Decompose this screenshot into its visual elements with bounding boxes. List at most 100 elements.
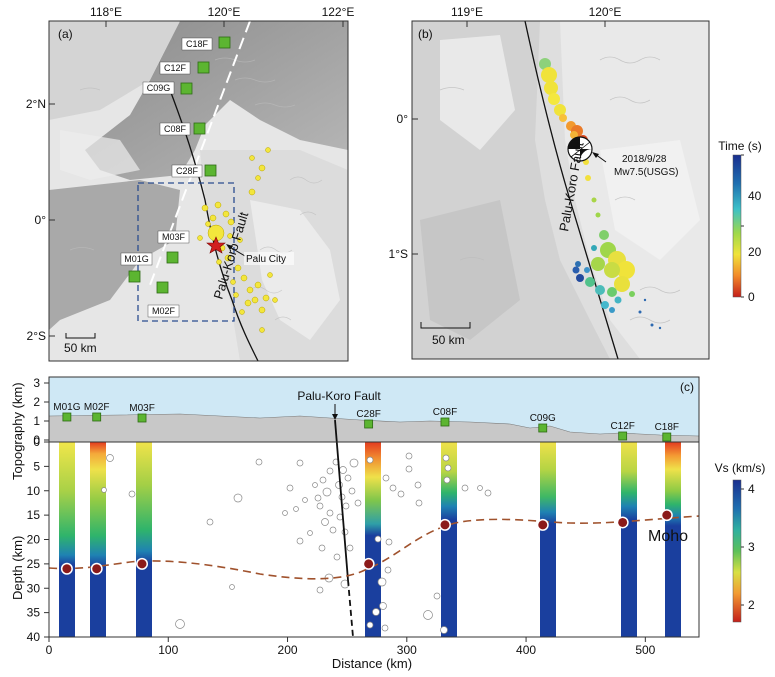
- station-marker-c09g: [180, 82, 193, 95]
- vs-colorbar-title: Vs (km/s): [715, 461, 766, 475]
- vs-column-m01g: [59, 442, 75, 637]
- profile-station-label-m03f: M03F: [129, 403, 155, 414]
- profile-station-label-m01g: M01G: [53, 402, 80, 413]
- distance-tick-500: 500: [635, 643, 655, 657]
- panel-c-tag: (c): [680, 380, 694, 394]
- time-tick-40: 40: [748, 189, 762, 203]
- depth-axis-label: Depth (km): [10, 536, 25, 600]
- vs-column-c18f: [665, 442, 681, 637]
- station-marker-m02f: [156, 281, 169, 294]
- panel-c-stations: M01G M02F M03F C28F C08F C09G C12F C18F: [53, 402, 679, 442]
- depth-tick-20: 20: [27, 533, 41, 547]
- panel-b-tag: (b): [418, 27, 433, 41]
- depth-tick-30: 30: [27, 581, 41, 595]
- distance-tick-300: 300: [397, 643, 417, 657]
- distance-tick-200: 200: [278, 643, 298, 657]
- station-label-c18f: C18F: [186, 39, 209, 49]
- panel-a-lat-0: 0°: [35, 213, 47, 227]
- panel-c-topography: [48, 376, 700, 443]
- profile-station-c18f: [662, 432, 672, 442]
- profile-station-c09g: [538, 423, 548, 433]
- profile-station-label-c12f: C12F: [610, 421, 634, 432]
- station-label-c28f: C28F: [176, 166, 199, 176]
- station-marker-m01g: [128, 270, 141, 283]
- distance-tick-0: 0: [46, 643, 53, 657]
- vs-column-c08f: [441, 442, 457, 637]
- panel-a-axis-ticks: 118°E 120°E 122°E 2°N 0° 2°S: [26, 5, 355, 343]
- topo-axis-label: Topography (km): [10, 382, 25, 480]
- focal-mechanism-beachball: [567, 136, 593, 162]
- vs-column-c12f: [621, 442, 637, 637]
- station-label-c09g: C09G: [147, 83, 171, 93]
- moho-marker-dot-c18f: [662, 510, 672, 520]
- panel-b-axis-ticks: 119°E 120°E 0° 1°S: [389, 5, 622, 261]
- station-label-m03f: M03F: [162, 232, 186, 242]
- panel-b-lat-0: 0°: [397, 112, 409, 126]
- moho-marker-dot-c28f: [364, 559, 374, 569]
- panel-a-lat-2s: 2°S: [27, 329, 46, 343]
- moho-label: Moho: [648, 528, 688, 545]
- station-label-c12f: C12F: [164, 63, 187, 73]
- depth-tick-40: 40: [27, 630, 41, 644]
- vs-tick-2: 2: [748, 598, 755, 612]
- profile-station-label-c09g: C09G: [530, 413, 556, 424]
- topo-tick-1: 1: [33, 414, 40, 428]
- panel-b-lon-119: 119°E: [451, 5, 483, 19]
- vs-colorbar: Vs (km/s) 4 3 2: [715, 461, 766, 623]
- event-date-label: 2018/9/28: [622, 154, 667, 165]
- station-marker-c18f: [218, 36, 231, 49]
- profile-station-m02f: [92, 412, 102, 422]
- depth-tick-0: 0: [33, 435, 40, 449]
- panel-b-scale-label: 50 km: [432, 333, 465, 347]
- vs-column-c28f: [365, 442, 381, 637]
- panel-a-lat-2n: 2°N: [26, 97, 46, 111]
- depth-tick-10: 10: [27, 484, 41, 498]
- palu-city-label: Palu City: [246, 254, 286, 265]
- profile-station-label-c08f: C08F: [433, 407, 457, 418]
- profile-station-label-c28f: C28F: [356, 409, 380, 420]
- distance-axis-label: Distance (km): [332, 656, 412, 671]
- topo-tick-3: 3: [33, 376, 40, 390]
- panel-a-station-labels: C18F C12F C09G C08F C28F M03F M01G M02F: [120, 37, 213, 318]
- depth-tick-5: 5: [33, 459, 40, 473]
- depth-tick-35: 35: [27, 606, 41, 620]
- vs-column-c09g: [540, 442, 556, 637]
- vs-column-m03f: [136, 442, 152, 637]
- station-marker-m03f: [166, 251, 179, 264]
- moho-marker-dot-c12f: [618, 517, 628, 527]
- distance-tick-100: 100: [158, 643, 178, 657]
- profile-station-m03f: [137, 413, 147, 423]
- hypocenter-circles: [101, 452, 492, 634]
- station-label-c08f: C08F: [164, 124, 187, 134]
- profile-station-m01g: [62, 412, 72, 422]
- topo-tick-2: 2: [33, 395, 40, 409]
- station-marker-c08f: [193, 122, 206, 135]
- panel-a-tag: (a): [58, 27, 73, 41]
- panel-c-depth-section: [48, 419, 700, 638]
- panel-b-lon-120: 120°E: [589, 5, 622, 19]
- station-label-m02f: M02F: [152, 306, 176, 316]
- panel-a-lon-120: 120°E: [208, 5, 241, 19]
- panel-a-scale-label: 50 km: [64, 341, 97, 355]
- station-label-m01g: M01G: [124, 254, 149, 264]
- time-colorbar-title: Time (s): [718, 139, 762, 153]
- moho-line: [48, 515, 700, 580]
- time-colorbar: Time (s) 40 20 0: [718, 139, 762, 304]
- panel-c-fault-label: Palu-Koro Fault: [297, 389, 381, 403]
- moho-marker-dot-m01g: [62, 564, 72, 574]
- topo-axis: 3 2 1 0 Topography (km): [10, 376, 49, 480]
- panel-a-scale-bar: 50 km: [64, 333, 97, 355]
- moho-markers: [60, 509, 673, 575]
- moho-marker-dot-c09g: [538, 520, 548, 530]
- time-tick-20: 20: [748, 245, 762, 259]
- panel-a-stations: [128, 36, 231, 294]
- vs-column-m02f: [90, 442, 106, 637]
- time-tick-0: 0: [748, 290, 755, 304]
- event-magnitude-label: Mw7.5(USGS): [614, 167, 678, 178]
- distance-axis: 0 100 200 300 400 500 Distance (km): [46, 637, 656, 671]
- profile-station-c12f: [618, 431, 628, 441]
- station-marker-c28f: [204, 164, 217, 177]
- vs-tick-3: 3: [748, 540, 755, 554]
- topo-tick-0: 0: [33, 433, 40, 447]
- moho-marker-dot-m03f: [137, 559, 147, 569]
